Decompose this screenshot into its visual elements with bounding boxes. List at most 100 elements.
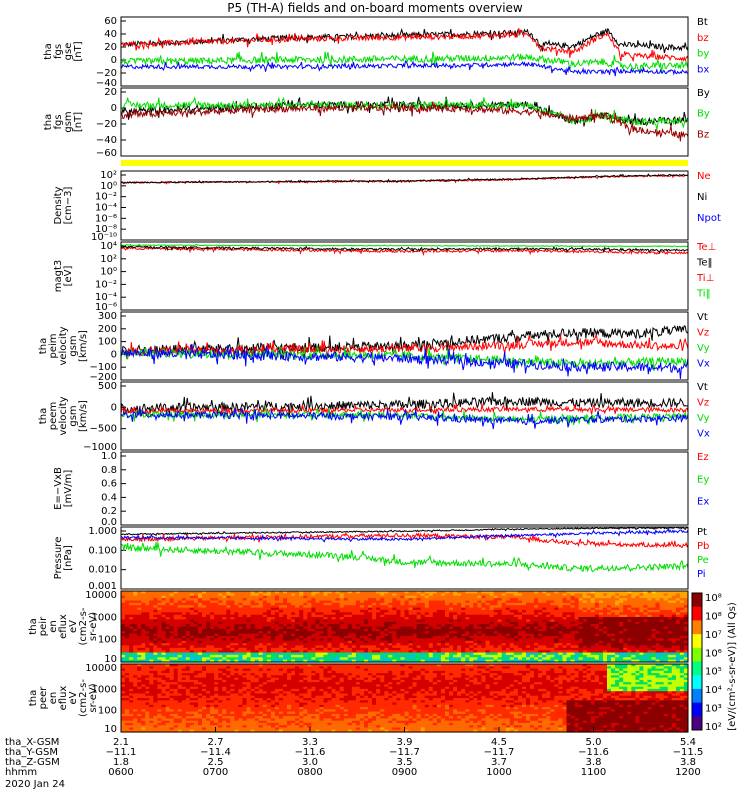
heatmap-cell — [615, 609, 620, 613]
heatmap-cell — [517, 626, 523, 630]
heatmap-cell — [607, 624, 612, 628]
heatmap-cell — [351, 607, 357, 611]
heatmap-cell — [262, 633, 268, 637]
heatmap-cell — [663, 636, 669, 639]
heatmap-cell — [226, 595, 231, 599]
heatmap-cell — [278, 650, 284, 654]
heatmap-cell — [153, 633, 158, 637]
heatmap-cell — [376, 647, 381, 651]
heatmap-cell — [465, 636, 470, 639]
heatmap-cell — [683, 643, 689, 647]
heatmap-cell — [619, 598, 624, 602]
heatmap-cell — [659, 605, 665, 609]
heatmap-cell — [234, 605, 239, 609]
heatmap-cell — [440, 598, 446, 602]
heatmap-cell — [157, 617, 162, 620]
heatmap-cell — [193, 621, 199, 625]
heatmap-cell — [457, 595, 462, 599]
heatmap-cell — [509, 636, 515, 639]
heatmap-cell — [574, 598, 580, 602]
heatmap-cell — [238, 621, 243, 625]
heatmap-cell — [226, 640, 231, 644]
heatmap-cell — [679, 631, 685, 635]
heatmap-cell — [250, 614, 256, 618]
heatmap-cell — [627, 607, 632, 611]
heatmap-cell — [598, 633, 604, 637]
heatmap-cell — [404, 624, 410, 628]
heatmap-cell — [635, 636, 640, 639]
heatmap-cell — [266, 595, 272, 599]
heatmap-cell — [534, 591, 539, 594]
heatmap-cell — [550, 643, 555, 647]
heatmap-cell — [424, 654, 430, 658]
heatmap-cell — [416, 621, 422, 625]
heatmap-cell — [311, 652, 316, 656]
heatmap-cell — [222, 643, 227, 647]
heatmap-cell — [125, 614, 130, 618]
heatmap-cell — [639, 633, 644, 637]
heatmap-cell — [364, 659, 369, 663]
legend-entry: Ne — [697, 171, 711, 182]
heatmap-cell — [647, 619, 653, 623]
heatmap-cell — [323, 626, 329, 630]
heatmap-cell — [351, 600, 357, 604]
heatmap-cell — [679, 617, 685, 620]
heatmap-cell — [351, 645, 357, 649]
y-tick-label: 10⁻² — [95, 192, 117, 203]
heatmap-cell — [181, 720, 187, 724]
heatmap-cell — [485, 600, 491, 604]
heatmap-cell — [671, 619, 677, 623]
heatmap-cell — [623, 631, 628, 635]
heatmap-cell — [526, 602, 531, 606]
heatmap-cell — [121, 650, 126, 654]
heatmap-cell — [355, 600, 361, 604]
heatmap-cell — [169, 693, 175, 697]
heatmap-cell — [137, 617, 142, 620]
heatmap-cell — [262, 614, 268, 618]
heatmap-cell — [534, 633, 539, 637]
heatmap-cell — [570, 621, 576, 625]
heatmap-cell — [133, 691, 138, 695]
heatmap-cell — [133, 652, 138, 656]
panel-frame — [120, 241, 689, 311]
heatmap-cell — [469, 654, 474, 658]
heatmap-cell — [590, 619, 596, 623]
heatmap-cell — [631, 628, 636, 632]
heatmap-cell — [311, 645, 316, 649]
heatmap-cell — [562, 643, 568, 647]
heatmap-cell — [675, 659, 681, 663]
heatmap-cell — [270, 624, 276, 628]
heatmap-cell — [149, 707, 154, 710]
heatmap-cell — [562, 650, 568, 654]
heatmap-cell — [242, 598, 248, 602]
heatmap-cell — [141, 727, 146, 731]
heatmap-cell — [623, 617, 628, 620]
heatmap-cell — [283, 657, 288, 661]
heatmap-cell — [206, 647, 211, 651]
heatmap-cell — [631, 600, 636, 604]
heatmap-cell — [416, 598, 422, 602]
heatmap-cell — [270, 612, 276, 616]
heatmap-cell — [501, 645, 507, 649]
heatmap-cell — [400, 647, 405, 651]
heatmap-cell — [181, 621, 187, 625]
heatmap-cell — [161, 628, 167, 632]
heatmap-cell — [169, 682, 175, 685]
heatmap-cell — [177, 673, 183, 676]
heatmap-cell — [671, 593, 677, 597]
heatmap-cell — [530, 633, 535, 637]
heatmap-cell — [590, 643, 596, 647]
heatmap-cell — [570, 619, 576, 623]
heatmap-cell — [655, 636, 661, 639]
heatmap-cell — [165, 595, 171, 599]
heatmap-cell — [376, 602, 381, 606]
heatmap-cell — [368, 628, 373, 632]
heatmap-cell — [141, 614, 146, 618]
heatmap-cell — [266, 640, 272, 644]
heatmap-cell — [157, 666, 162, 670]
heatmap-cell — [262, 654, 268, 658]
heatmap-cell — [121, 643, 126, 647]
heatmap-cell — [315, 643, 320, 647]
heatmap-cell — [291, 602, 296, 606]
heatmap-cell — [177, 621, 183, 625]
